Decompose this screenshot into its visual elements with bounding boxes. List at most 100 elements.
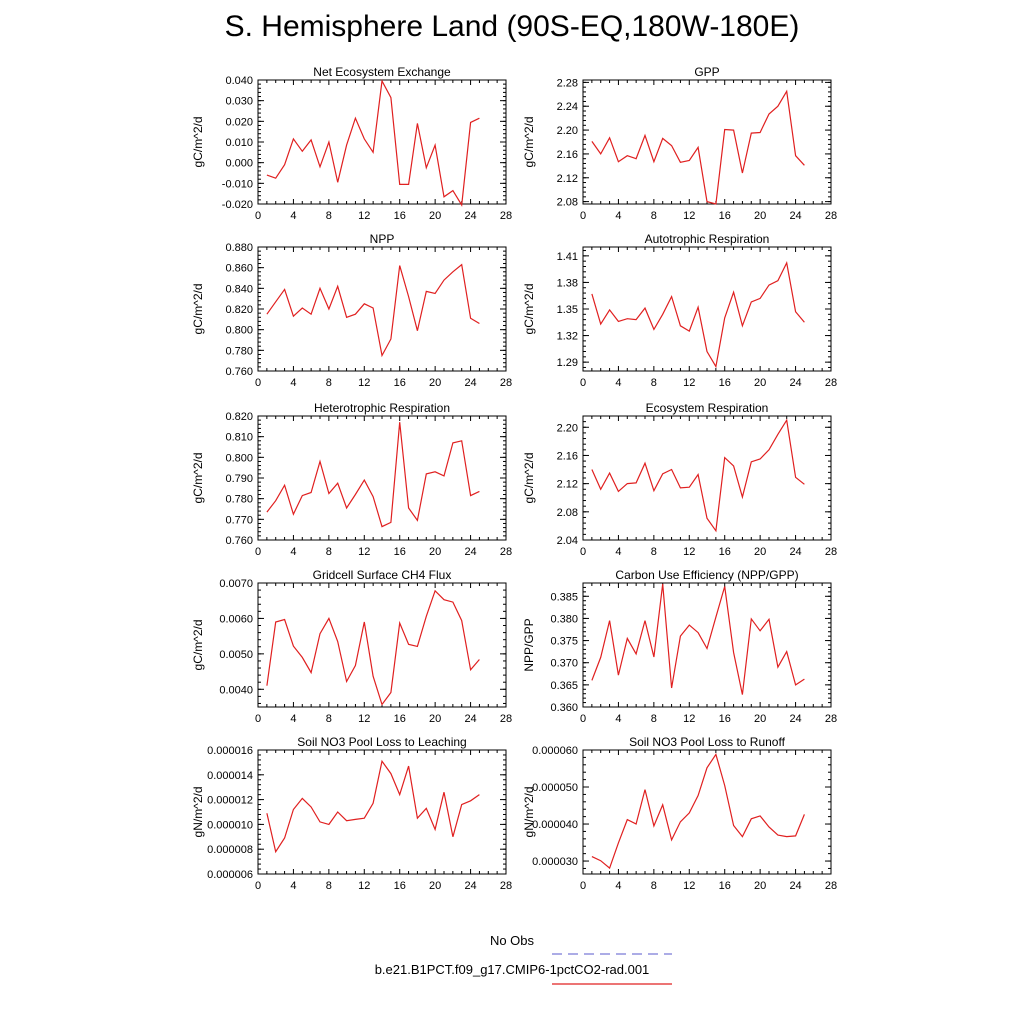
panel-3-xtick-label: 0 <box>255 377 261 389</box>
panel-3-ytick-label: 0.840 <box>225 283 253 295</box>
panel-8-xtick-label: 8 <box>651 713 657 725</box>
panel-4-ytick-label: 1.41 <box>557 251 578 263</box>
panel-6-xtick-label: 28 <box>825 546 837 558</box>
panel-5-series-line <box>266 422 480 528</box>
panel-1-xtick-label: 8 <box>326 210 332 222</box>
panel-1-ytick-label: -0.020 <box>222 199 253 211</box>
panel-3-xtick-label: 12 <box>358 377 370 389</box>
panel-2-ytick-label: 2.08 <box>557 197 578 209</box>
panel-1-xtick-label: 24 <box>464 210 476 222</box>
panel-5-xtick-label: 0 <box>255 546 261 558</box>
panel-5-ytick-label: 0.800 <box>225 452 253 464</box>
panel-3-xtick-label: 8 <box>326 377 332 389</box>
panel-8-frame <box>582 582 832 708</box>
panel-4-ytick-label: 1.29 <box>557 357 578 369</box>
panel-5-ytick-label: 0.760 <box>225 535 253 547</box>
panel-7-ytick-label: 0.0040 <box>219 684 253 696</box>
panel-3-xtick-label: 24 <box>464 377 476 389</box>
legend-swatch-no-obs <box>552 953 672 955</box>
panel-3-series-line <box>266 263 480 358</box>
panel-9-ytick-label: 0.000010 <box>207 819 253 831</box>
panel-9-xtick-label: 16 <box>394 880 406 892</box>
panel-5-ytick-label: 0.780 <box>225 494 253 506</box>
panel-10-series-line <box>591 752 805 870</box>
panel-2-xtick-label: 16 <box>719 210 731 222</box>
panel-3-ytick-label: 0.760 <box>225 366 253 378</box>
panel-10-xtick-label: 8 <box>651 880 657 892</box>
panel-2-ytick-label: 2.28 <box>557 77 578 89</box>
panel-8-ytick-label: 0.380 <box>550 613 578 625</box>
panel-9-xtick-label: 4 <box>290 880 296 892</box>
panel-3-ytick-label: 0.880 <box>225 242 253 254</box>
panel-8-xtick-label: 0 <box>580 713 586 725</box>
panel-9-xtick-label: 12 <box>358 880 370 892</box>
panel-6-xtick-label: 12 <box>683 546 695 558</box>
panel-7-xtick-label: 8 <box>326 713 332 725</box>
panel-5-title: Heterotrophic Respiration <box>314 401 450 415</box>
panel-7-xtick-label: 16 <box>394 713 406 725</box>
panel-3-ytick-label: 0.780 <box>225 345 253 357</box>
panel-7-title: Gridcell Surface CH4 Flux <box>313 568 452 582</box>
panel-1-xtick-label: 28 <box>500 210 512 222</box>
panel-1-ytick-label: 0.000 <box>225 158 253 170</box>
panel-8-ytick-label: 0.375 <box>550 636 578 648</box>
panel-7-frame <box>257 582 507 708</box>
panel-2-xtick-label: 28 <box>825 210 837 222</box>
panel-8-xtick-label: 20 <box>754 713 766 725</box>
panel-8-xtick-label: 12 <box>683 713 695 725</box>
panel-1-xtick-label: 0 <box>255 210 261 222</box>
panel-7-xtick-label: 12 <box>358 713 370 725</box>
panel-6-xtick-label: 4 <box>615 546 621 558</box>
panel-10-xtick-label: 4 <box>615 880 621 892</box>
panel-8-xtick-label: 24 <box>789 713 801 725</box>
panel-10-xtick-label: 0 <box>580 880 586 892</box>
panel-5-ytick-label: 0.770 <box>225 514 253 526</box>
panel-3-xtick-label: 20 <box>429 377 441 389</box>
panel-5-xtick-label: 8 <box>326 546 332 558</box>
panel-5-ytick-label: 0.810 <box>225 432 253 444</box>
panel-8-xtick-label: 28 <box>825 713 837 725</box>
panel-8-title: Carbon Use Efficiency (NPP/GPP) <box>615 568 798 582</box>
panel-1-title: Net Ecosystem Exchange <box>313 65 451 79</box>
panel-6-frame <box>582 415 832 541</box>
panel-1-xtick-label: 4 <box>290 210 296 222</box>
panel-1-ytick-label: 0.040 <box>225 75 253 87</box>
panel-5-xtick-label: 16 <box>394 546 406 558</box>
panel-6-ytick-label: 2.04 <box>557 535 578 547</box>
panel-2-series-line <box>591 89 805 205</box>
panel-6-xtick-label: 24 <box>789 546 801 558</box>
panel-1-xtick-label: 12 <box>358 210 370 222</box>
panel-1-xtick-label: 16 <box>394 210 406 222</box>
panel-2-xtick-label: 0 <box>580 210 586 222</box>
panel-9-ytick-label: 0.000006 <box>207 869 253 881</box>
panel-10-ytick-label: 0.000050 <box>532 782 578 794</box>
panel-2-ylabel: gC/m^2/d <box>522 117 536 168</box>
panel-8-series-line <box>591 583 805 695</box>
panel-5-xtick-label: 24 <box>464 546 476 558</box>
panel-5-ytick-label: 0.790 <box>225 473 253 485</box>
panel-9-xtick-label: 8 <box>326 880 332 892</box>
panel-4-ylabel: gC/m^2/d <box>522 284 536 335</box>
panel-6-xtick-label: 16 <box>719 546 731 558</box>
legend-label-model-run: b.e21.B1PCT.f09_g17.CMIP6-1pctCO2-rad.00… <box>374 962 650 977</box>
panel-4-xtick-label: 16 <box>719 377 731 389</box>
panel-1-ytick-label: 0.020 <box>225 116 253 128</box>
panel-8-xtick-label: 16 <box>719 713 731 725</box>
panel-7-ytick-label: 0.0070 <box>219 578 253 590</box>
panel-4-title: Autotrophic Respiration <box>645 232 770 246</box>
panel-5-xtick-label: 12 <box>358 546 370 558</box>
panel-4-ytick-label: 1.35 <box>557 304 578 316</box>
panel-8-ytick-label: 0.385 <box>550 591 578 603</box>
panel-6-series-line <box>591 418 805 533</box>
panel-7-xtick-label: 28 <box>500 713 512 725</box>
panel-7-ylabel: gC/m^2/d <box>191 620 205 671</box>
panel-4-xtick-label: 0 <box>580 377 586 389</box>
panel-3-ylabel: gC/m^2/d <box>191 284 205 335</box>
panel-2-ytick-label: 2.16 <box>557 149 578 161</box>
panel-10-ytick-label: 0.000040 <box>532 819 578 831</box>
panel-10-title: Soil NO3 Pool Loss to Runoff <box>629 735 786 749</box>
panel-7-xtick-label: 20 <box>429 713 441 725</box>
panel-4-series-line <box>591 261 805 369</box>
panel-7-ytick-label: 0.0050 <box>219 649 253 661</box>
